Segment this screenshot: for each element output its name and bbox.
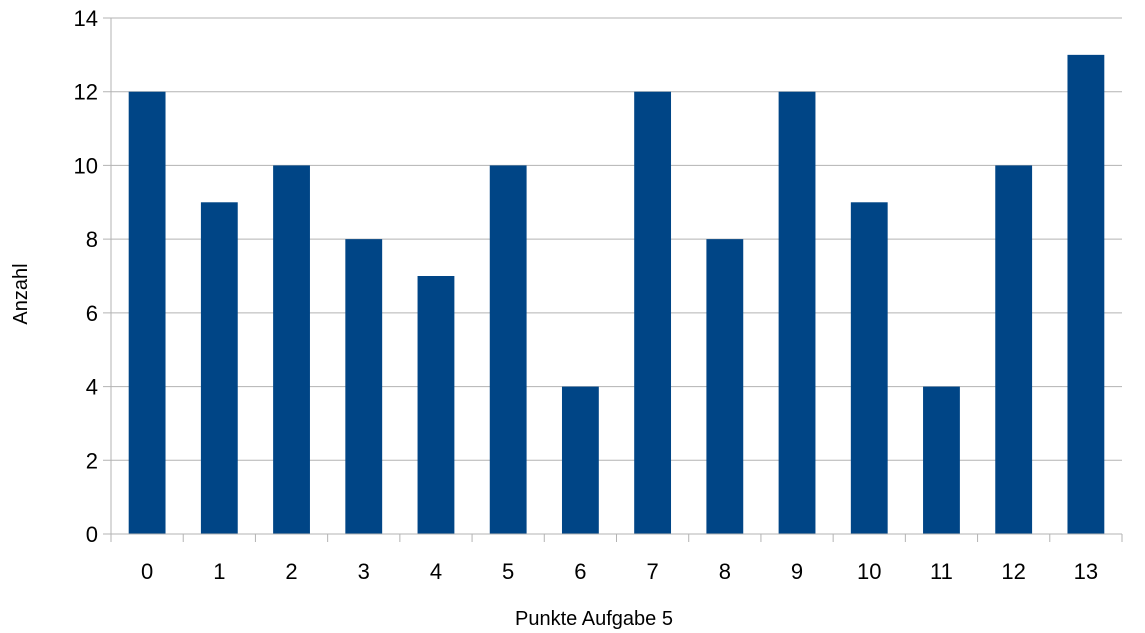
y-tick-label: 10 bbox=[74, 153, 98, 178]
x-tick-label: 6 bbox=[574, 559, 586, 584]
x-tick-label: 13 bbox=[1074, 559, 1098, 584]
x-tick-label: 0 bbox=[141, 559, 153, 584]
x-tick-label: 10 bbox=[857, 559, 881, 584]
bar-10 bbox=[850, 202, 888, 535]
x-tick-label: 9 bbox=[791, 559, 803, 584]
x-tick-label: 8 bbox=[719, 559, 731, 584]
bar-13 bbox=[1067, 54, 1105, 534]
x-tick-label: 11 bbox=[930, 559, 953, 584]
bar-6 bbox=[561, 386, 599, 534]
x-tick-labels: 0 1 2 3 4 5 6 7 8 9 10 11 12 13 bbox=[141, 559, 1098, 584]
y-tick-label: 4 bbox=[86, 375, 98, 400]
y-tick-label: 12 bbox=[74, 80, 98, 105]
bar-2 bbox=[273, 165, 310, 534]
x-tick-label: 7 bbox=[646, 559, 658, 584]
bar-11 bbox=[923, 386, 960, 534]
x-axis-title: Punkte Aufgabe 5 bbox=[515, 608, 673, 630]
bar-7 bbox=[634, 91, 672, 534]
y-tick-label: 6 bbox=[86, 301, 98, 326]
bar-8 bbox=[706, 239, 744, 534]
x-tick-label: 1 bbox=[213, 559, 225, 584]
bar-5 bbox=[489, 165, 527, 534]
x-tick-label: 12 bbox=[1001, 559, 1025, 584]
x-tick-label: 4 bbox=[430, 559, 442, 584]
bar-4 bbox=[417, 276, 455, 534]
bar-3 bbox=[345, 239, 383, 534]
bar-1 bbox=[200, 202, 238, 535]
y-tick-label: 2 bbox=[86, 448, 98, 473]
y-tick-label: 8 bbox=[86, 227, 98, 252]
bar-0 bbox=[128, 91, 166, 534]
axes bbox=[103, 18, 1123, 542]
gridlines bbox=[103, 17, 1122, 535]
y-axis-title: Anzahl bbox=[10, 263, 32, 324]
x-tick-label: 3 bbox=[358, 559, 370, 584]
bar-12 bbox=[995, 165, 1033, 534]
x-tick-label: 5 bbox=[502, 559, 514, 584]
bar-9 bbox=[778, 91, 816, 534]
y-tick-label: 14 bbox=[74, 6, 98, 31]
bars bbox=[128, 54, 1105, 535]
y-tick-label: 0 bbox=[86, 522, 98, 547]
y-tick-labels: 0 2 4 6 8 10 12 14 bbox=[74, 6, 98, 547]
x-tick-label: 2 bbox=[285, 559, 297, 584]
